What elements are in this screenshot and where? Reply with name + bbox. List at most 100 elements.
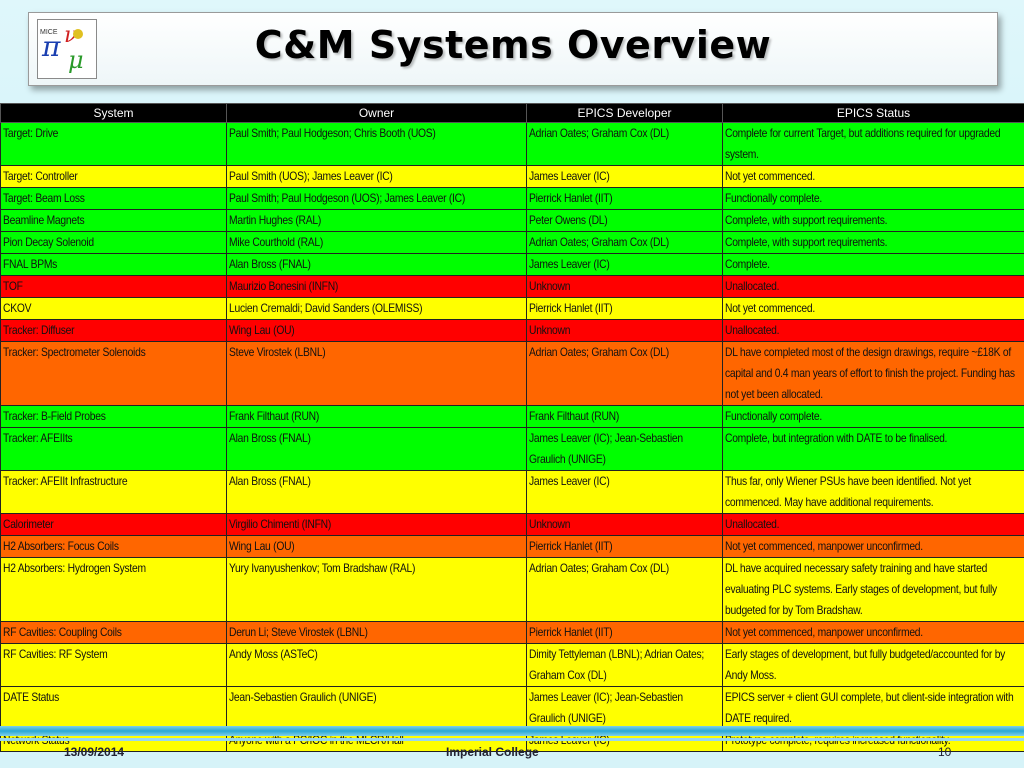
cell-epics-status: Not yet commenced, manpower unconfirmed. bbox=[722, 535, 1024, 558]
cell-system: Tracker: Spectrometer Solenoids bbox=[0, 341, 227, 406]
cell-text: Pierrick Hanlet (IIT) bbox=[529, 191, 613, 205]
table-row: Calorimeter Virgilio Chimenti (INFN) Unkno… bbox=[0, 513, 1024, 536]
cell-owner: Martin Hughes (RAL) bbox=[226, 209, 527, 232]
cell-epics-status: Unallocated. bbox=[722, 275, 1024, 298]
cell-epics-developer: Unknown bbox=[526, 319, 723, 342]
cell-system: Target: Beam Loss bbox=[0, 187, 227, 210]
cell-system: Tracker: Diffuser bbox=[0, 319, 227, 342]
cell-text: Complete for current Target, but additio… bbox=[725, 126, 1001, 161]
cell-epics-status: EPICS server + client GUI complete, but … bbox=[722, 686, 1024, 730]
cell-text: Unknown bbox=[529, 517, 571, 531]
cell-epics-developer: Unknown bbox=[526, 275, 723, 298]
cell-system: Target: Drive bbox=[0, 122, 227, 166]
cell-text: FNAL BPMs bbox=[3, 257, 58, 271]
cell-text: Target: Beam Loss bbox=[3, 191, 85, 205]
cell-epics-status: DL have acquired necessary safety traini… bbox=[722, 557, 1024, 622]
cell-epics-status: Unallocated. bbox=[722, 513, 1024, 536]
cell-text: Adrian Oates; Graham Cox (DL) bbox=[529, 235, 669, 249]
cell-text: Yury Ivanyushenkov; Tom Bradshaw (RAL) bbox=[229, 561, 416, 575]
cell-text: Calorimeter bbox=[3, 517, 54, 531]
cell-text: Frank Filthaut (RUN) bbox=[529, 409, 620, 423]
cell-text: DATE Status bbox=[3, 690, 60, 704]
cell-owner: Paul Smith (UOS); James Leaver (IC) bbox=[226, 165, 527, 188]
cell-text: Adrian Oates; Graham Cox (DL) bbox=[529, 126, 669, 140]
cell-owner: Mike Courthold (RAL) bbox=[226, 231, 527, 254]
cell-owner: Paul Smith; Paul Hodgeson (UOS); James L… bbox=[226, 187, 527, 210]
cell-epics-developer: James Leaver (IC) bbox=[526, 165, 723, 188]
cell-epics-developer: Peter Owens (DL) bbox=[526, 209, 723, 232]
table-row: Target: Drive Paul Smith; Paul Hodgeson; … bbox=[0, 122, 1024, 166]
cell-epics-status: Thus far, only Wiener PSUs have been ide… bbox=[722, 470, 1024, 514]
cell-text: Alan Bross (FNAL) bbox=[229, 474, 311, 488]
table-row: H2 Absorbers: Hydrogen System Yury Ivanyu… bbox=[0, 557, 1024, 622]
cell-owner: Yury Ivanyushenkov; Tom Bradshaw (RAL) bbox=[226, 557, 527, 622]
cell-epics-developer: Pierrick Hanlet (IIT) bbox=[526, 297, 723, 320]
cell-owner: Jean-Sebastien Graulich (UNIGE) bbox=[226, 686, 527, 730]
cell-epics-developer: Unknown bbox=[526, 513, 723, 536]
cell-text: James Leaver (IC); Jean-Sebastien Grauli… bbox=[529, 431, 683, 466]
cell-owner: Alan Bross (FNAL) bbox=[226, 427, 527, 471]
table-row: Pion Decay Solenoid Mike Courthold (RAL) A… bbox=[0, 231, 1024, 254]
cell-owner: Wing Lau (OU) bbox=[226, 535, 527, 558]
cell-epics-developer: James Leaver (IC) bbox=[526, 253, 723, 276]
cell-text: Complete, but integration with DATE to b… bbox=[725, 431, 948, 445]
slide-title: C&M Systems Overview bbox=[254, 23, 772, 67]
systems-table-container: System Owner EPICS Developer EPICS Statu… bbox=[0, 103, 1024, 752]
cell-epics-developer: James Leaver (IC) bbox=[526, 470, 723, 514]
table-row: Tracker: AFEIIts Alan Bross (FNAL) James L… bbox=[0, 427, 1024, 471]
cell-text: Frank Filthaut (RUN) bbox=[229, 409, 320, 423]
cell-system: Calorimeter bbox=[0, 513, 227, 536]
cell-text: H2 Absorbers: Hydrogen System bbox=[3, 561, 146, 575]
cell-owner: Paul Smith; Paul Hodgeson; Chris Booth (… bbox=[226, 122, 527, 166]
cell-text: Derun Li; Steve Virostek (LBNL) bbox=[229, 625, 368, 639]
cell-text: Unallocated. bbox=[725, 517, 780, 531]
cell-owner: Steve Virostek (LBNL) bbox=[226, 341, 527, 406]
cell-text: Pierrick Hanlet (IIT) bbox=[529, 301, 613, 315]
cell-system: H2 Absorbers: Focus Coils bbox=[0, 535, 227, 558]
cell-owner: Alan Bross (FNAL) bbox=[226, 253, 527, 276]
cell-system: Target: Controller bbox=[0, 165, 227, 188]
cell-text: TOF bbox=[3, 279, 23, 293]
cell-text: Andy Moss (ASTeC) bbox=[229, 647, 318, 661]
cell-text: Functionally complete. bbox=[725, 409, 823, 423]
cell-text: Beamline Magnets bbox=[3, 213, 85, 227]
table-row: CKOV Lucien Cremaldi; David Sanders (OLEM… bbox=[0, 297, 1024, 320]
cell-system: Pion Decay Solenoid bbox=[0, 231, 227, 254]
cell-text: Tracker: AFEIIt Infrastructure bbox=[3, 474, 128, 488]
cell-text: Target: Drive bbox=[3, 126, 59, 140]
cell-text: Target: Controller bbox=[3, 169, 78, 183]
cell-epics-status: Complete. bbox=[722, 253, 1024, 276]
cell-system: DATE Status bbox=[0, 686, 227, 730]
cell-text: Jean-Sebastien Graulich (UNIGE) bbox=[229, 690, 377, 704]
cell-text: Tracker: B-Field Probes bbox=[3, 409, 106, 423]
mice-logo: π ν μ MICE bbox=[37, 19, 97, 79]
cell-text: James Leaver (IC) bbox=[529, 474, 610, 488]
cell-epics-status: Complete, with support requirements. bbox=[722, 209, 1024, 232]
cell-text: Alan Bross (FNAL) bbox=[229, 257, 311, 271]
cell-text: H2 Absorbers: Focus Coils bbox=[3, 539, 119, 553]
cell-system: Tracker: AFEIIt Infrastructure bbox=[0, 470, 227, 514]
cell-text: Virgilio Chimenti (INFN) bbox=[229, 517, 332, 531]
cell-text: Complete, with support requirements. bbox=[725, 235, 888, 249]
cell-text: Not yet commenced. bbox=[725, 301, 816, 315]
cell-text: Tracker: Diffuser bbox=[3, 323, 75, 337]
cell-owner: Lucien Cremaldi; David Sanders (OLEMISS) bbox=[226, 297, 527, 320]
cell-epics-developer: Dimity Tettyleman (LBNL); Adrian Oates; … bbox=[526, 643, 723, 687]
table-row: Tracker: Diffuser Wing Lau (OU) Unknown Una… bbox=[0, 319, 1024, 342]
cell-epics-status: Complete, with support requirements. bbox=[722, 231, 1024, 254]
cell-epics-status: Unallocated. bbox=[722, 319, 1024, 342]
cell-text: James Leaver (IC); Jean-Sebastien Grauli… bbox=[529, 690, 683, 725]
cell-text: CKOV bbox=[3, 301, 32, 315]
cell-system: Tracker: AFEIIts bbox=[0, 427, 227, 471]
cell-text: Thus far, only Wiener PSUs have been ide… bbox=[725, 474, 971, 509]
table-row: Tracker: B-Field Probes Frank Filthaut (R… bbox=[0, 405, 1024, 428]
cell-text: Not yet commenced, manpower unconfirmed. bbox=[725, 625, 923, 639]
cell-system: CKOV bbox=[0, 297, 227, 320]
svg-text:π: π bbox=[41, 30, 61, 63]
cell-text: Pierrick Hanlet (IIT) bbox=[529, 625, 613, 639]
cell-epics-developer: Adrian Oates; Graham Cox (DL) bbox=[526, 231, 723, 254]
cell-text: Paul Smith (UOS); James Leaver (IC) bbox=[229, 169, 393, 183]
cell-text: EPICS server + client GUI complete, but … bbox=[725, 690, 1014, 725]
cell-owner: Wing Lau (OU) bbox=[226, 319, 527, 342]
cell-epics-developer: Adrian Oates; Graham Cox (DL) bbox=[526, 122, 723, 166]
